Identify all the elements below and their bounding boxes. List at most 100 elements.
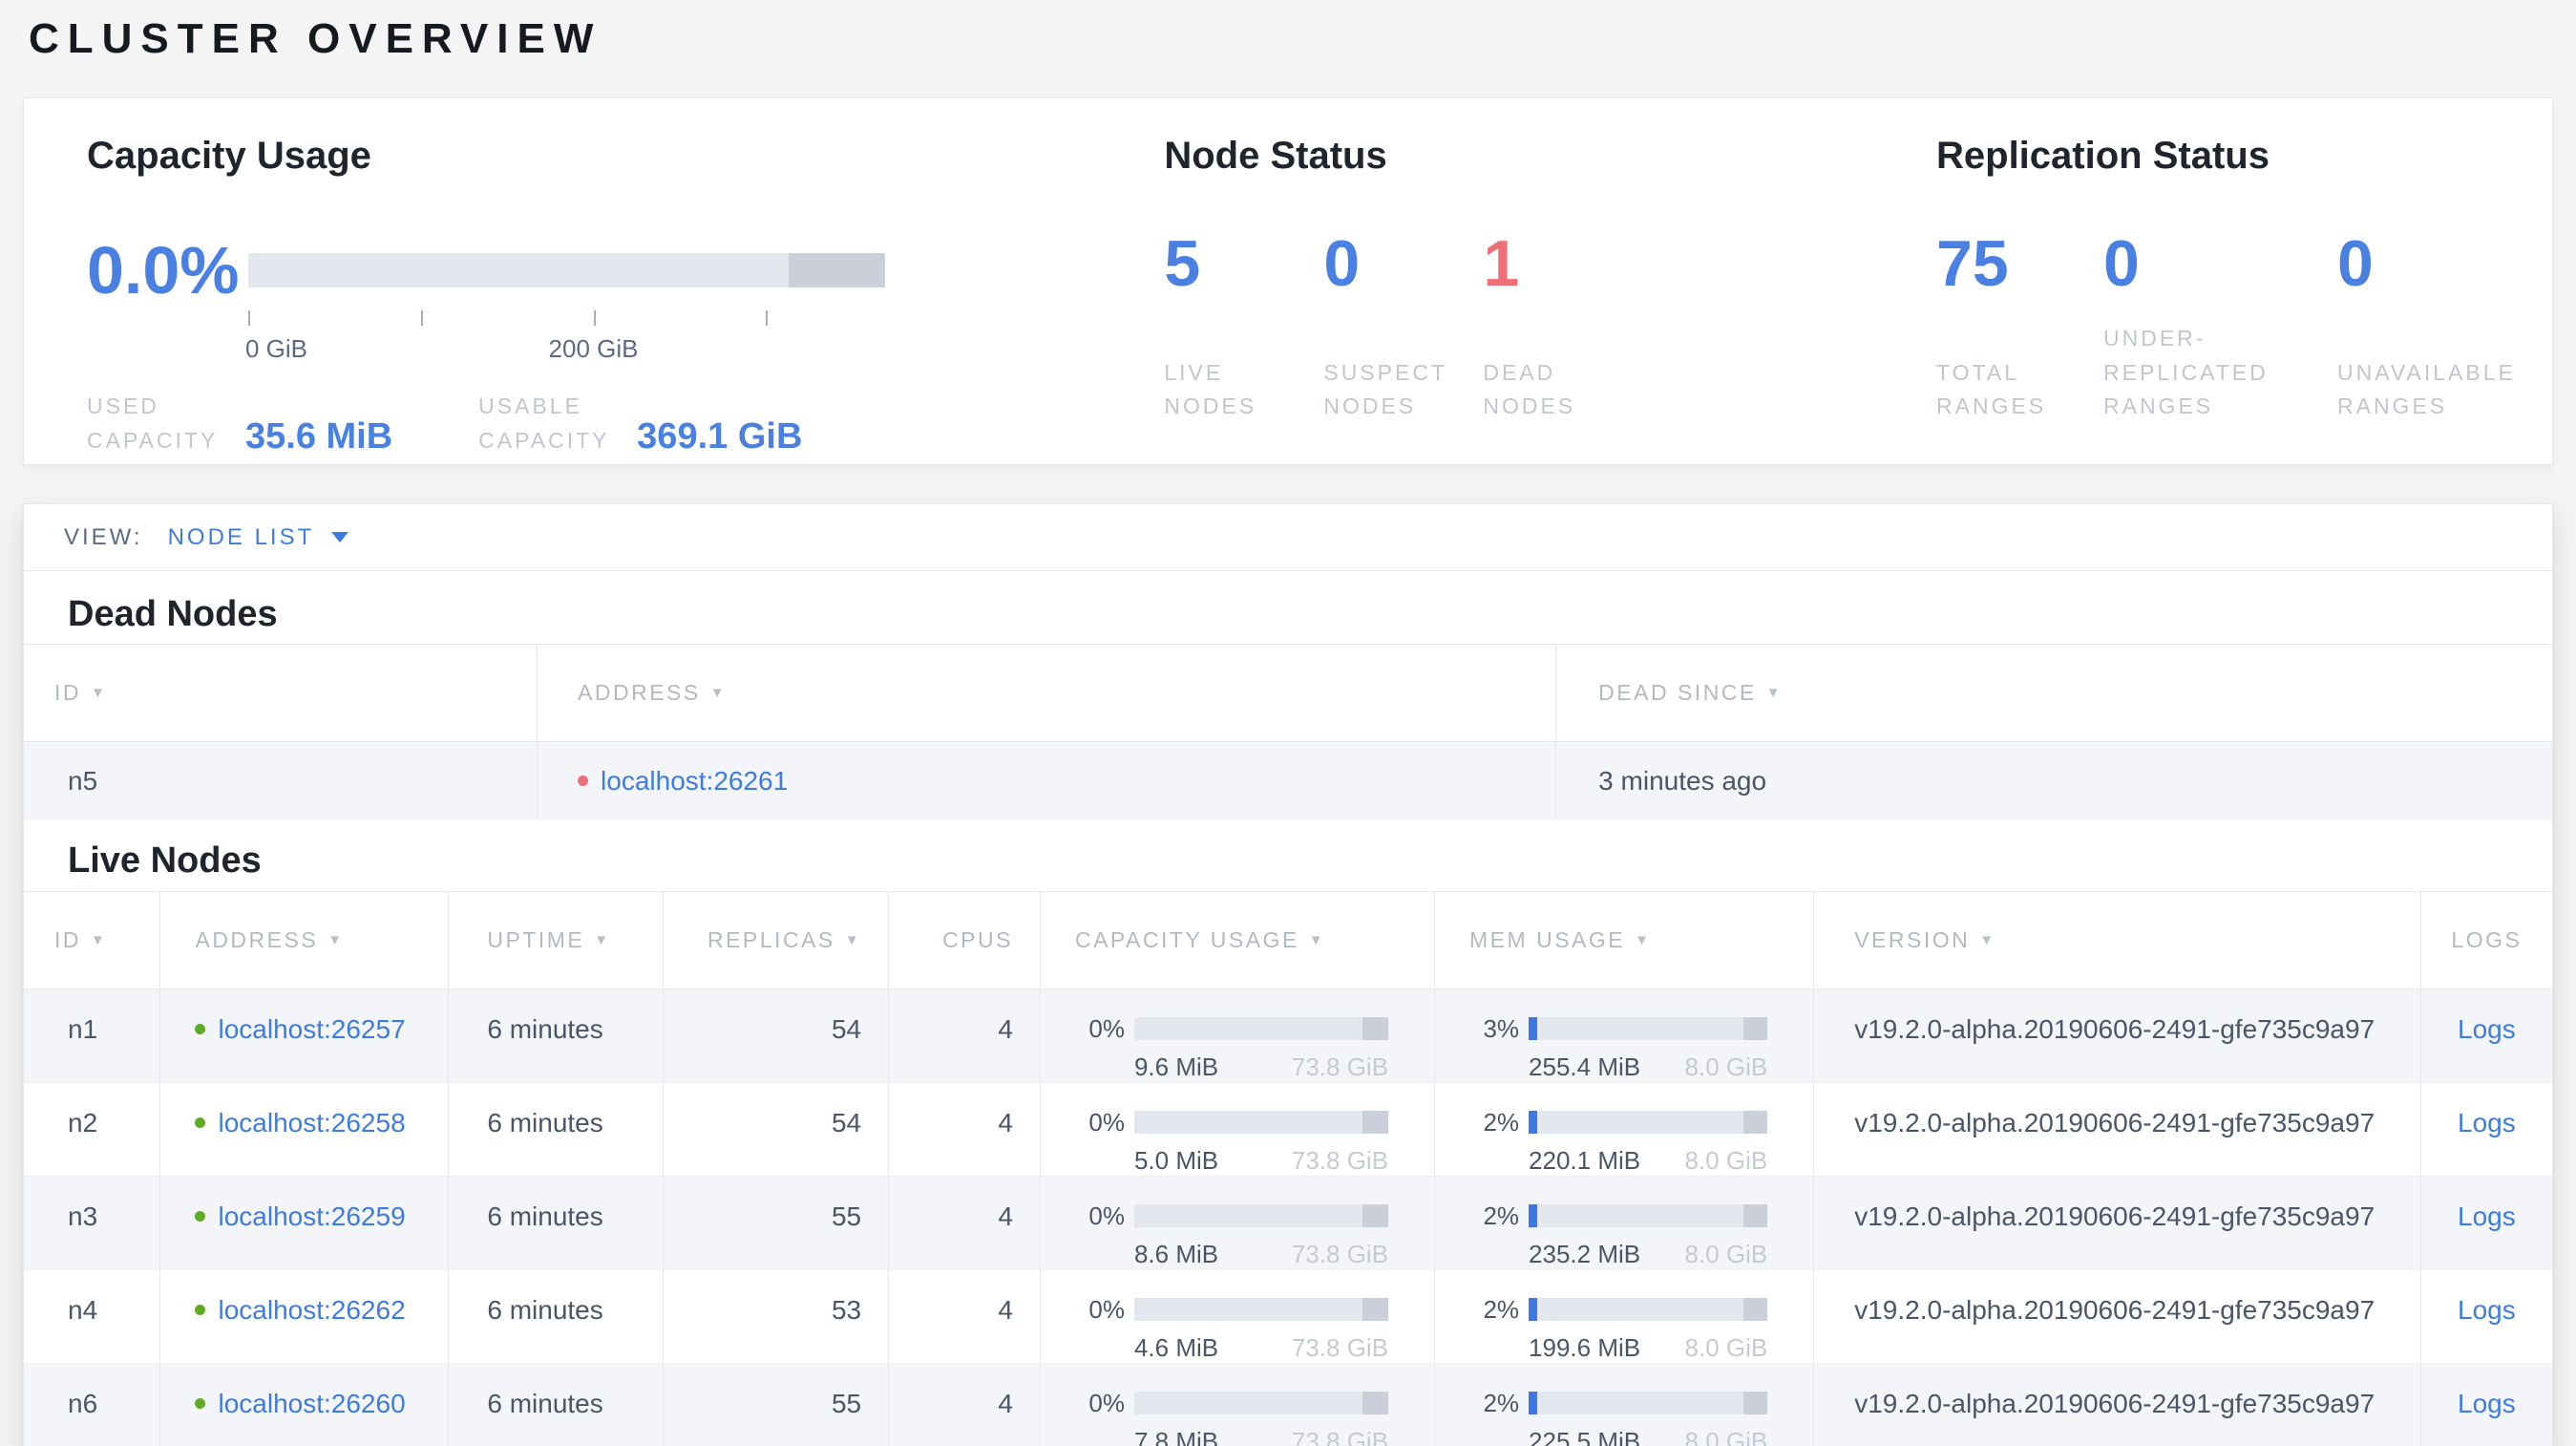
live-col-address[interactable]: ADDRESS ▼ xyxy=(159,890,450,989)
capacity-bar xyxy=(1133,1111,1389,1134)
view-selector-dropdown[interactable]: NODE LIST xyxy=(168,524,349,551)
memory-bar xyxy=(1529,1298,1768,1321)
node-capacity-usage: 0% 5.0 MiB 73.8 GiB xyxy=(1040,1081,1436,1176)
logs-cell: Logs xyxy=(2420,1081,2552,1176)
live-col-capacity-usage[interactable]: CAPACITY USAGE ▼ xyxy=(1040,890,1436,989)
node-replicas: 54 xyxy=(663,989,890,1082)
live-col-uptime[interactable]: UPTIME ▼ xyxy=(448,890,665,989)
live-col-logs: LOGS xyxy=(2420,890,2552,989)
usable-capacity-value: 369.1 GiB xyxy=(637,416,803,457)
capacity-usage-panel: Capacity Usage 0.0% 0 GiB 200 GiB USED C… xyxy=(87,135,1164,455)
capacity-usage-bar xyxy=(248,253,885,287)
node-address-cell: localhost:26260 xyxy=(159,1362,450,1446)
sort-desc-icon: ▼ xyxy=(1765,685,1784,701)
logs-link[interactable]: Logs xyxy=(2458,1388,2516,1418)
axis-tick xyxy=(248,310,250,326)
dead-since: 3 minutes ago xyxy=(1598,765,1767,796)
logs-cell: Logs xyxy=(2420,1362,2552,1446)
node-mem-usage: 2% 220.1 MiB 8.0 GiB xyxy=(1434,1081,1815,1176)
table-row: n3 localhost:26259 6 minutes 55 4 0% 8.6… xyxy=(24,1175,2552,1269)
node-version: v19.2.0-alpha.20190606-2491-gfe735c9a97 xyxy=(1813,1081,2421,1176)
node-address-link[interactable]: localhost:26257 xyxy=(218,1013,406,1044)
node-cpus: 4 xyxy=(888,989,1041,1082)
logs-link[interactable]: Logs xyxy=(2458,1107,2516,1138)
dead-nodes-stat: 1 DEAD NODES xyxy=(1483,231,1642,424)
logs-cell: Logs xyxy=(2420,1175,2552,1269)
logs-link[interactable]: Logs xyxy=(2458,1201,2516,1231)
node-id: n6 xyxy=(24,1362,161,1446)
node-uptime: 6 minutes xyxy=(448,989,665,1082)
used-capacity-stat: USED CAPACITY 35.6 MiB xyxy=(87,390,392,457)
axis-tick xyxy=(420,310,423,326)
sort-desc-icon: ▼ xyxy=(327,931,345,948)
caret-down-icon xyxy=(331,532,349,542)
sort-desc-icon: ▼ xyxy=(1308,931,1326,948)
node-id: n5 xyxy=(24,741,538,820)
under-replicated-ranges-count: 0 xyxy=(2103,227,2140,300)
live-nodes-label: LIVE NODES xyxy=(1164,359,1257,419)
under-replicated-ranges-label: UNDER-REPLICATED RANGES xyxy=(2103,326,2269,419)
node-status-title: Node Status xyxy=(1164,135,1387,177)
sort-desc-icon: ▼ xyxy=(1979,931,1996,948)
dead-nodes-count: 1 xyxy=(1483,227,1520,300)
node-address-link[interactable]: localhost:26259 xyxy=(218,1201,406,1231)
sort-desc-icon: ▼ xyxy=(1635,931,1652,948)
nodes-card: VIEW: NODE LIST Dead Nodes ID ▼ ADDRESS ▼ … xyxy=(23,503,2553,1446)
table-row: n1 localhost:26257 6 minutes 54 4 0% 9.6… xyxy=(24,989,2552,1082)
capacity-bar xyxy=(1133,1298,1389,1321)
node-uptime: 6 minutes xyxy=(448,1175,665,1269)
node-version: v19.2.0-alpha.20190606-2491-gfe735c9a97 xyxy=(1813,1362,2421,1446)
node-mem-usage: 2% 199.6 MiB 8.0 GiB xyxy=(1434,1268,1815,1363)
node-cpus: 4 xyxy=(888,1175,1041,1269)
logs-cell: Logs xyxy=(2420,1268,2552,1363)
node-version: v19.2.0-alpha.20190606-2491-gfe735c9a97 xyxy=(1813,1268,2421,1363)
node-mem-usage: 2% 225.5 MiB 8.0 GiB xyxy=(1434,1362,1815,1446)
view-selected-value: NODE LIST xyxy=(167,523,315,550)
live-col-id[interactable]: ID ▼ xyxy=(24,890,161,989)
cluster-summary-card: Capacity Usage 0.0% 0 GiB 200 GiB USED C… xyxy=(23,97,2553,465)
sort-desc-icon: ▼ xyxy=(91,931,108,948)
node-capacity-usage: 0% 7.8 MiB 73.8 GiB xyxy=(1040,1362,1436,1446)
dead-nodes-header-row: ID ▼ ADDRESS ▼ DEAD SINCE ▼ xyxy=(24,644,2552,742)
node-id: n3 xyxy=(24,1175,161,1269)
node-address-link[interactable]: localhost:26260 xyxy=(218,1388,406,1418)
node-uptime: 6 minutes xyxy=(448,1268,665,1363)
replication-status-title: Replication Status xyxy=(1936,135,2270,177)
memory-bar xyxy=(1529,1111,1768,1134)
dead-col-dead-since[interactable]: DEAD SINCE ▼ xyxy=(1555,644,2552,742)
unavailable-ranges-count: 0 xyxy=(2337,227,2374,300)
node-version: v19.2.0-alpha.20190606-2491-gfe735c9a97 xyxy=(1813,989,2421,1082)
under-replicated-ranges-stat: 0 UNDER-REPLICATED RANGES xyxy=(2103,231,2337,424)
node-address-link[interactable]: localhost:26258 xyxy=(218,1107,406,1138)
node-status-live-icon xyxy=(195,1397,206,1409)
suspect-nodes-count: 0 xyxy=(1323,227,1361,300)
axis-tick xyxy=(766,310,769,326)
dead-nodes-heading: Dead Nodes xyxy=(68,593,278,634)
unavailable-ranges-label: UNAVAILABLE RANGES xyxy=(2337,359,2516,419)
live-col-mem-usage[interactable]: MEM USAGE ▼ xyxy=(1434,890,1815,989)
logs-link[interactable]: Logs xyxy=(2458,1013,2516,1044)
live-col-replicas[interactable]: REPLICAS ▼ xyxy=(663,890,890,989)
node-status-live-icon xyxy=(195,1304,206,1315)
node-id: n1 xyxy=(24,989,161,1082)
node-mem-usage: 3% 255.4 MiB 8.0 GiB xyxy=(1434,989,1815,1082)
memory-bar xyxy=(1529,1392,1768,1414)
dead-col-address[interactable]: ADDRESS ▼ xyxy=(537,644,1557,742)
logs-link[interactable]: Logs xyxy=(2458,1294,2516,1325)
node-address-cell: localhost:26259 xyxy=(159,1175,450,1269)
dead-col-id[interactable]: ID ▼ xyxy=(24,644,538,742)
node-address-link[interactable]: localhost:26261 xyxy=(601,765,789,796)
live-nodes-count: 5 xyxy=(1164,227,1201,300)
node-id: n2 xyxy=(24,1081,161,1176)
unavailable-ranges-stat: 0 UNAVAILABLE RANGES xyxy=(2337,231,2514,424)
node-status-panel: Node Status 5 LIVE NODES 0 SUSPECT NODES… xyxy=(1164,135,1936,426)
live-col-version[interactable]: VERSION ▼ xyxy=(1813,890,2421,989)
view-label: VIEW: xyxy=(64,523,143,550)
memory-bar xyxy=(1529,1017,1768,1040)
usable-capacity-stat: USABLE CAPACITY 369.1 GiB xyxy=(478,390,802,457)
capacity-used-percent: 0.0% xyxy=(87,233,240,308)
node-status-live-icon xyxy=(195,1210,206,1222)
node-address-link[interactable]: localhost:26262 xyxy=(218,1294,406,1325)
node-replicas: 55 xyxy=(663,1175,890,1269)
node-status-live-icon xyxy=(195,1116,206,1128)
